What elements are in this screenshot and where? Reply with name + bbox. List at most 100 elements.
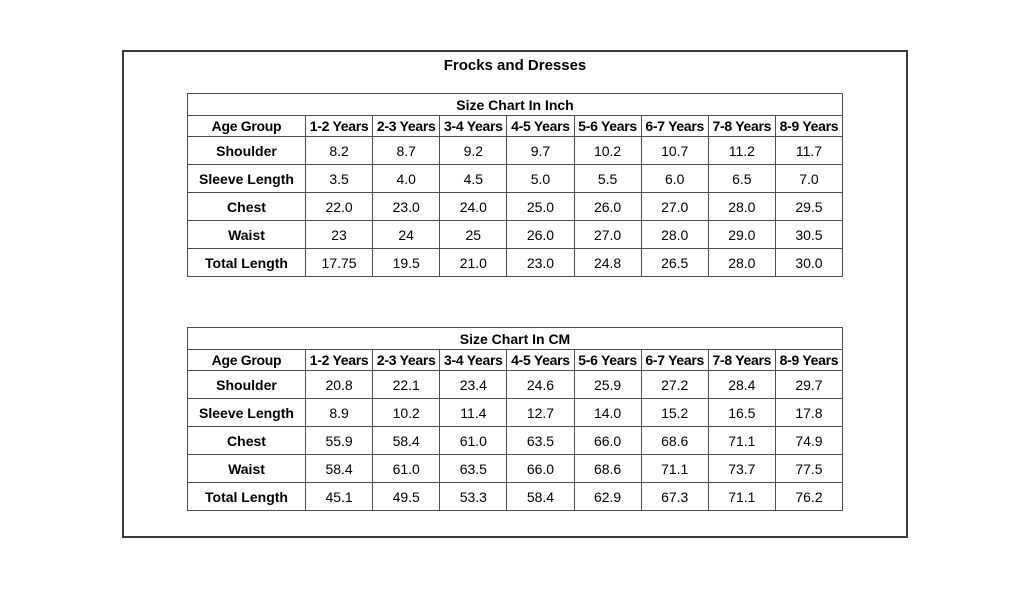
table-cell: 6.5 — [707, 164, 776, 193]
table-cell: 25 — [439, 220, 508, 249]
column-header: 6-7 Years — [640, 115, 709, 137]
row-label: Waist — [187, 454, 306, 483]
table-cell: 22.0 — [304, 192, 374, 221]
column-header: 7-8 Years — [707, 115, 776, 137]
column-header: 5-6 Years — [573, 115, 642, 137]
table-cell: 29.0 — [707, 220, 776, 249]
table-cell: 8.2 — [304, 136, 374, 165]
table-cell: 45.1 — [304, 482, 374, 511]
table-cell: 66.0 — [573, 426, 642, 455]
table-cell: 10.2 — [573, 136, 642, 165]
table-row: Chest 22.0 23.0 24.0 25.0 26.0 27.0 28.0 29.5 — [187, 192, 844, 221]
row-label: Shoulder — [187, 370, 306, 399]
table-cell: 3.5 — [304, 164, 374, 193]
column-header: 3-4 Years — [439, 115, 508, 137]
column-header: Age Group — [187, 349, 306, 371]
table-cell: 22.1 — [372, 370, 441, 399]
table-row: Waist 58.4 61.0 63.5 66.0 68.6 71.1 73.7 77.5 — [187, 454, 844, 483]
table-cell: 68.6 — [573, 454, 642, 483]
table-cell: 55.9 — [304, 426, 374, 455]
column-header: 5-6 Years — [573, 349, 642, 371]
table-cell: 26.0 — [573, 192, 642, 221]
table-row: Shoulder 20.8 22.1 23.4 24.6 25.9 27.2 28.4 29.7 — [187, 370, 844, 399]
table-cell: 11.4 — [439, 398, 508, 427]
row-label: Chest — [187, 426, 306, 455]
table-title: Size Chart In Inch — [187, 93, 843, 116]
row-label: Chest — [187, 192, 306, 221]
table-cell: 66.0 — [506, 454, 575, 483]
table-cell: 76.2 — [774, 482, 844, 511]
page-title: Frocks and Dresses — [443, 57, 587, 74]
table-cell: 28.0 — [707, 192, 776, 221]
table-row: Total Length 45.1 49.5 53.3 58.4 62.9 67.3 71.1… — [187, 482, 844, 511]
table-cell: 58.4 — [304, 454, 374, 483]
table-cell: 15.2 — [640, 398, 709, 427]
column-header: 8-9 Years — [774, 115, 844, 137]
column-header: 2-3 Years — [372, 349, 441, 371]
table-cell: 25.0 — [506, 192, 575, 221]
table-cell: 10.2 — [372, 398, 441, 427]
column-header: 4-5 Years — [506, 349, 575, 371]
column-header: 7-8 Years — [707, 349, 776, 371]
table-cell: 63.5 — [506, 426, 575, 455]
table-cell: 27.0 — [573, 220, 642, 249]
table-row: Waist 23 24 25 26.0 27.0 28.0 29.0 30.5 — [187, 220, 844, 249]
table-cell: 49.5 — [372, 482, 441, 511]
table-cell: 6.0 — [640, 164, 709, 193]
column-header: 2-3 Years — [372, 115, 441, 137]
table-cell: 5.0 — [506, 164, 575, 193]
column-header: 3-4 Years — [439, 349, 508, 371]
table-cell: 8.7 — [372, 136, 441, 165]
table-cell: 25.9 — [573, 370, 642, 399]
table-cell: 11.2 — [707, 136, 776, 165]
table-cell: 68.6 — [640, 426, 709, 455]
column-header: 4-5 Years — [506, 115, 575, 137]
table-row: Shoulder 8.2 8.7 9.2 9.7 10.2 10.7 11.2 11.7 — [187, 136, 844, 165]
column-header: 1-2 Years — [304, 115, 374, 137]
table-cell: 23.0 — [506, 248, 575, 277]
table-cell: 10.7 — [640, 136, 709, 165]
table-cell: 71.1 — [640, 454, 709, 483]
row-label: Shoulder — [187, 136, 306, 165]
table-cell: 61.0 — [372, 454, 441, 483]
table-cell: 5.5 — [573, 164, 642, 193]
table-cell: 7.0 — [774, 164, 844, 193]
table-cell: 74.9 — [774, 426, 844, 455]
table-cell: 20.8 — [304, 370, 374, 399]
table-cell: 71.1 — [707, 426, 776, 455]
row-label: Waist — [187, 220, 306, 249]
table-cell: 24.0 — [439, 192, 508, 221]
table-cell: 4.5 — [439, 164, 508, 193]
size-chart-inch-table: Size Chart In Inch Age Group 1-2 Years 2-3 … — [187, 93, 844, 277]
table-cell: 14.0 — [573, 398, 642, 427]
column-header-row: Age Group 1-2 Years 2-3 Years 3-4 Years 4-5 … — [187, 349, 844, 371]
table-cell: 28.0 — [640, 220, 709, 249]
table-cell: 62.9 — [573, 482, 642, 511]
table-cell: 58.4 — [372, 426, 441, 455]
table-cell: 77.5 — [774, 454, 844, 483]
size-chart-cm-table: Size Chart In CM Age Group 1-2 Years 2-3 Ye… — [187, 327, 844, 511]
table-cell: 24.8 — [573, 248, 642, 277]
table-cell: 30.5 — [774, 220, 844, 249]
column-header: Age Group — [187, 115, 306, 137]
table-cell: 73.7 — [707, 454, 776, 483]
table-cell: 9.2 — [439, 136, 508, 165]
table-cell: 23.0 — [372, 192, 441, 221]
table-cell: 27.2 — [640, 370, 709, 399]
table-cell: 4.0 — [372, 164, 441, 193]
table-cell: 21.0 — [439, 248, 508, 277]
table-cell: 29.5 — [774, 192, 844, 221]
table-row: Sleeve Length 8.9 10.2 11.4 12.7 14.0 15.2 16.5… — [187, 398, 844, 427]
table-cell: 63.5 — [439, 454, 508, 483]
table-cell: 29.7 — [774, 370, 844, 399]
table-cell: 28.0 — [707, 248, 776, 277]
column-header: 1-2 Years — [304, 349, 374, 371]
table-cell: 23 — [304, 220, 374, 249]
table-cell: 26.5 — [640, 248, 709, 277]
column-header-row: Age Group 1-2 Years 2-3 Years 3-4 Years 4-5 … — [187, 115, 844, 137]
table-cell: 30.0 — [774, 248, 844, 277]
table-cell: 27.0 — [640, 192, 709, 221]
table-cell: 8.9 — [304, 398, 374, 427]
table-cell: 71.1 — [707, 482, 776, 511]
table-cell: 9.7 — [506, 136, 575, 165]
